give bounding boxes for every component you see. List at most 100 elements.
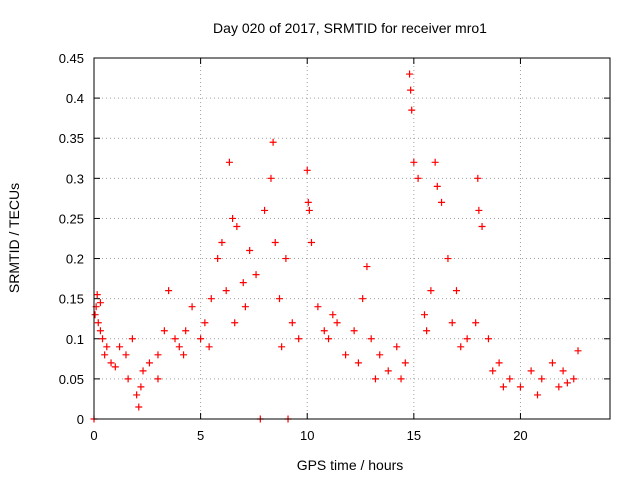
data-point [420,311,428,319]
data-point [448,319,456,327]
data-point [333,319,341,327]
data-point [423,327,431,335]
data-point [484,335,492,343]
data-point [225,158,233,166]
y-tick-label: 0.35 [59,131,84,146]
data-point [122,351,130,359]
data-point [463,335,471,343]
data-point [427,287,435,295]
data-point [165,287,173,295]
y-tick-label: 0.4 [66,91,84,106]
data-point [197,335,205,343]
data-point [478,222,486,230]
data-point [314,303,322,311]
data-point [94,319,102,327]
data-point [406,70,414,78]
data-point [107,359,115,367]
data-point [538,375,546,383]
data-point [303,166,311,174]
y-tick-label: 0.3 [66,171,84,186]
data-point [133,391,141,399]
data-point [499,383,507,391]
data-point [229,214,237,222]
data-point [137,383,145,391]
data-point [288,319,296,327]
y-axis-label: SRMTID / TECUs [6,183,22,293]
tick-layer: 0 0.05 0.1 0.15 0.2 0.25 0.3 0.35 0.4 0.45 0 5 10 15 2… [59,51,610,443]
data-point [516,383,524,391]
data-point [431,158,439,166]
data-point [171,335,179,343]
data-point [175,343,183,351]
plot-frame [93,57,611,420]
data-point [384,367,392,375]
data-point [182,327,190,335]
data-point [91,311,99,319]
data-point [438,198,446,206]
data-point [342,351,350,359]
data-point [407,86,415,94]
data-point [433,182,441,190]
data-point [233,222,241,230]
data-point [101,351,109,359]
data-point [96,327,104,335]
data-point [246,247,254,255]
data-point [239,279,247,287]
data-point [305,206,313,214]
data-point [325,335,333,343]
data-point [145,359,153,367]
data-point [320,327,328,335]
y-tick-label: 0.15 [59,292,84,307]
data-point [96,299,104,307]
data-point [207,295,215,303]
data-point [295,335,303,343]
x-tick-label: 15 [407,428,421,443]
data-point [401,359,409,367]
data-point [506,375,514,383]
chart-title: Day 020 of 2017, SRMTID for receiver mro… [213,20,487,36]
grid-layer [94,58,610,419]
data-point [128,335,136,343]
data-point [408,106,416,114]
x-axis-label: GPS time / hours [297,457,404,473]
data-point [410,158,418,166]
data-point [474,174,482,182]
data-point [160,327,168,335]
data-point [188,303,196,311]
data-point [475,206,483,214]
data-point [329,311,337,319]
data-point [359,295,367,303]
data-point [269,138,277,146]
y-tick-label: 0.05 [59,372,84,387]
data-point [367,335,375,343]
y-tick-label: 0.1 [66,332,84,347]
data-point [574,347,582,355]
y-tick-label: 0 [77,412,84,427]
data-point [363,263,371,271]
data-point [278,343,286,351]
data-point [563,379,571,387]
data-point [282,255,290,263]
data-point [489,367,497,375]
data-point [135,403,143,411]
data-point [472,319,480,327]
data-point [527,367,535,375]
data-point [276,295,284,303]
data-point [444,255,452,263]
data-point [222,287,230,295]
data-point [267,174,275,182]
data-point [218,239,226,247]
x-tick-label: 5 [197,428,204,443]
data-point [271,239,279,247]
data-point [495,359,503,367]
data-point [241,303,249,311]
data-point [548,359,556,367]
data-point [393,343,401,351]
data-point [559,367,567,375]
x-tick-label: 10 [300,428,314,443]
data-point [555,383,563,391]
data-point [350,327,358,335]
data-point [111,363,119,371]
